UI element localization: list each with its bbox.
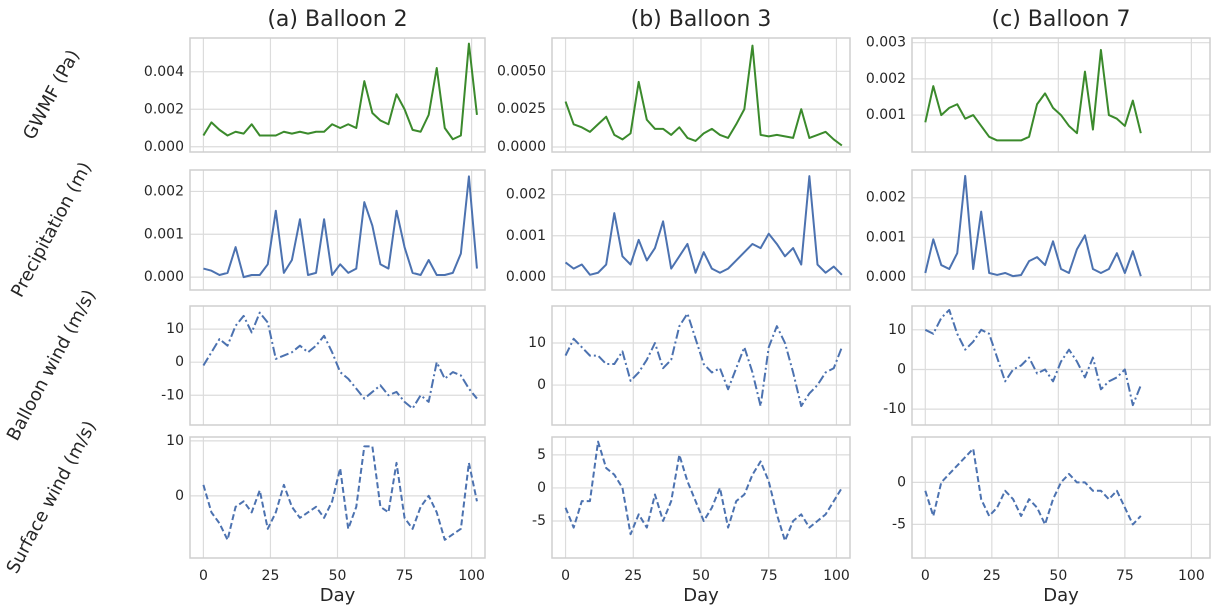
panel: 0.001 0.002 0.003 (c) Balloon 7 [866, 7, 1211, 153]
plot-frame [911, 436, 1211, 559]
x-tick-label: 100 [1178, 568, 1205, 584]
panel: 0 10 [528, 305, 851, 426]
y-tick-label: 10 [528, 335, 546, 351]
y-tick-label: 0.000 [144, 139, 184, 155]
x-tick-label: 50 [1049, 568, 1067, 584]
y-tick-label: 0.002 [144, 183, 184, 199]
y-tick-label: 0.000 [144, 269, 184, 285]
y-axis-label: Precipitation (m) [7, 159, 96, 301]
y-tick-label: 0 [175, 488, 184, 504]
y-tick-label: -5 [532, 513, 546, 529]
x-tick-label: 50 [329, 568, 347, 584]
data-line [564, 44, 843, 147]
plot-frame [551, 436, 851, 559]
panel-title: (a) Balloon 2 [267, 7, 407, 32]
y-tick-label: 0.0000 [497, 139, 546, 155]
x-tick-label: 75 [760, 568, 778, 584]
panel: 0.000 0.001 0.002 [866, 169, 1211, 291]
data-line [564, 175, 843, 276]
data-line [564, 440, 843, 542]
y-tick-label: 5 [537, 447, 546, 463]
y-tick-label: 0.0025 [497, 101, 546, 117]
panel: -10 0 10 [883, 305, 1211, 426]
plot-area [912, 38, 1210, 152]
y-tick-label: 0.0050 [497, 63, 546, 79]
panel-title: (c) Balloon 7 [992, 7, 1131, 32]
x-tick-label: 25 [262, 568, 280, 584]
data-line [924, 308, 1142, 407]
y-tick-label: 0.000 [866, 269, 906, 285]
y-tick-label: 0.002 [866, 190, 906, 206]
panel: 0.000 0.001 0.002 Precipitation (m) [7, 159, 486, 301]
y-axis-label: GWMF (Pa) [19, 46, 84, 143]
y-tick-label: 0 [537, 377, 546, 393]
data-line [924, 174, 1142, 278]
panel: 0.000 0.002 0.004 (a) Balloon 2 GWMF (Pa) [19, 7, 486, 155]
plot-area [912, 437, 1210, 558]
y-tick-label: 0.001 [144, 226, 184, 242]
y-tick-label: 0.001 [866, 107, 906, 123]
y-tick-label: 0.004 [144, 64, 184, 80]
x-tick-label: 75 [1116, 568, 1134, 584]
y-tick-label: 0.003 [866, 35, 906, 51]
x-tick-label: 0 [561, 568, 570, 584]
y-tick-label: 0 [897, 474, 906, 490]
data-line [924, 48, 1142, 142]
y-tick-label: 10 [888, 322, 906, 338]
y-tick-label: 10 [166, 433, 184, 449]
y-tick-label: 0.001 [506, 228, 546, 244]
y-tick-label: 0 [897, 361, 906, 377]
y-tick-label: 10 [166, 321, 184, 337]
y-tick-label: -5 [892, 516, 906, 532]
plot-area [912, 170, 1210, 290]
plot-frame [189, 305, 486, 426]
x-tick-label: 100 [458, 568, 485, 584]
plot-frame [911, 37, 1211, 153]
y-tick-label: -10 [161, 387, 184, 403]
y-tick-label: 0.002 [866, 71, 906, 87]
plot-frame [551, 305, 851, 426]
x-axis-label: Day [320, 585, 356, 605]
panel: 0 25 50 75 100 -5 0 Day [892, 436, 1211, 605]
plot-frame [189, 37, 486, 153]
x-axis-label: Day [1043, 585, 1079, 605]
y-tick-label: 0 [175, 354, 184, 370]
data-line [202, 311, 478, 410]
plot-frame [189, 436, 486, 559]
y-tick-label: 0.000 [506, 269, 546, 285]
x-tick-label: 50 [692, 568, 710, 584]
plot-frame [911, 305, 1211, 426]
x-tick-label: 100 [823, 568, 850, 584]
y-tick-label: 0.002 [506, 187, 546, 203]
data-line [924, 447, 1142, 526]
x-tick-label: 0 [921, 568, 930, 584]
plot-frame [911, 169, 1211, 291]
panel: 0 25 50 75 100 -5 0 5 Day [532, 436, 851, 605]
data-line [202, 445, 478, 541]
plot-area [912, 306, 1210, 425]
x-tick-label: 75 [396, 568, 414, 584]
panel: 0.000 0.001 0.002 [506, 169, 851, 291]
data-line [564, 312, 843, 408]
x-tick-label: 0 [199, 568, 208, 584]
y-tick-label: 0.001 [866, 229, 906, 245]
y-tick-label: 0 [537, 480, 546, 496]
data-line [202, 42, 478, 141]
y-tick-label: -10 [883, 401, 906, 417]
x-tick-label: 25 [624, 568, 642, 584]
plot-frame [551, 37, 851, 153]
x-tick-label: 25 [983, 568, 1001, 584]
panel-title: (b) Balloon 3 [631, 7, 772, 32]
plot-frame [551, 169, 851, 291]
x-axis-label: Day [683, 585, 719, 605]
plot-frame [189, 169, 486, 291]
panel: 0.0000 0.0025 0.0050 (b) Balloon 3 [497, 7, 851, 155]
y-tick-label: 0.002 [144, 101, 184, 117]
data-line [203, 175, 478, 279]
